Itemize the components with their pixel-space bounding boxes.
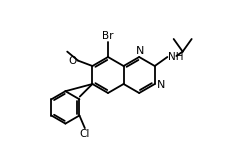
Text: O: O <box>69 56 77 66</box>
Text: NH: NH <box>168 52 184 62</box>
Text: Cl: Cl <box>80 129 90 139</box>
Text: N: N <box>157 80 165 90</box>
Text: Br: Br <box>102 31 114 41</box>
Text: N: N <box>136 46 144 56</box>
